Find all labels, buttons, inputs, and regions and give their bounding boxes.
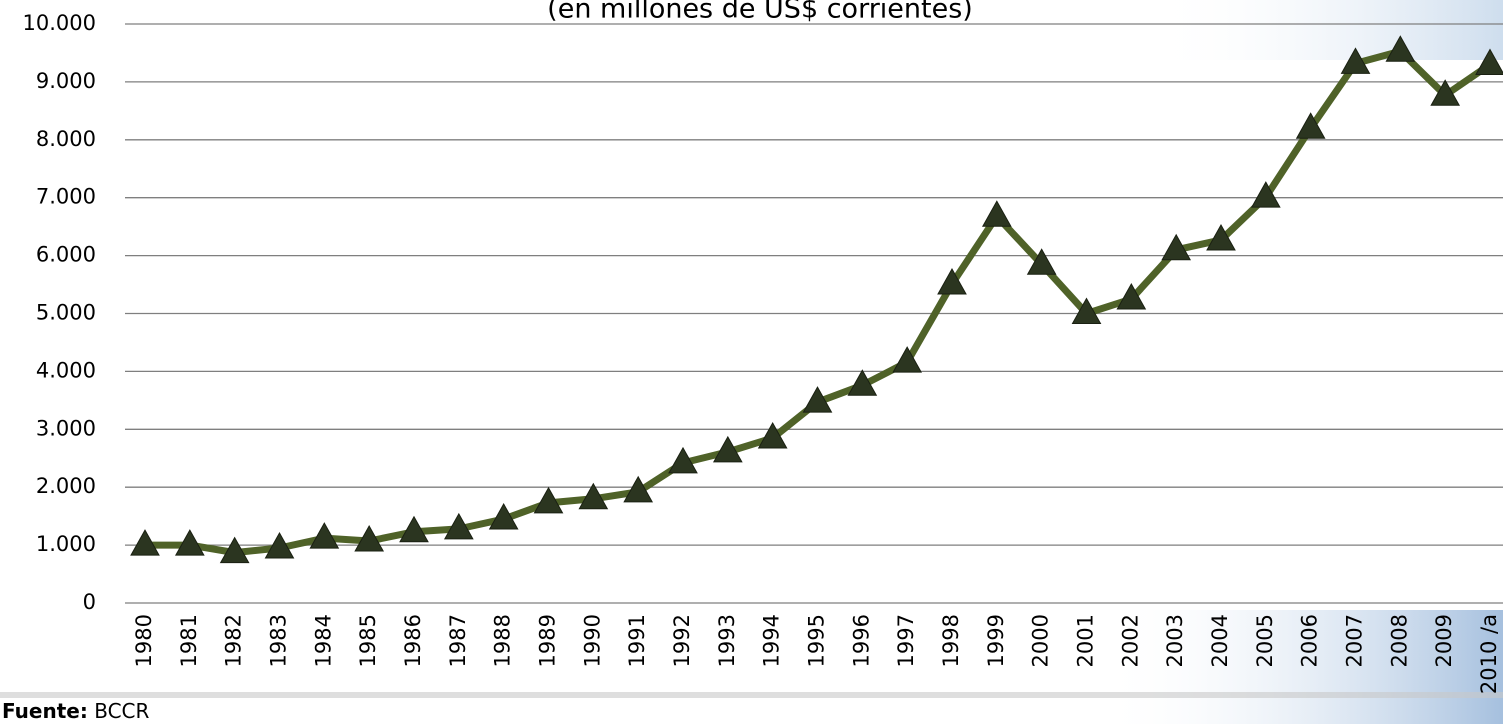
x-tick-label: 1983 — [267, 614, 291, 667]
marker — [1385, 35, 1416, 62]
data-line — [145, 47, 1492, 557]
marker — [892, 346, 923, 373]
x-tick-label: 1994 — [760, 614, 784, 667]
x-tick-label: 1989 — [536, 614, 560, 667]
marker — [130, 529, 160, 556]
marker — [1295, 112, 1326, 139]
marker — [1071, 297, 1102, 324]
marker — [1026, 248, 1057, 275]
y-tick-label: 1.000 — [36, 532, 96, 556]
x-tick-label: 2003 — [1163, 614, 1187, 667]
x-tick-label: 2009 — [1432, 614, 1456, 667]
decor — [1100, 610, 1503, 724]
y-tick-label: 4.000 — [36, 358, 96, 382]
source-text: BCCR — [94, 699, 149, 723]
chart-subtitle: (en millones de US$ corrientes) — [547, 0, 973, 25]
marker — [847, 369, 878, 396]
marker — [1340, 47, 1371, 74]
x-tick-label: 1998 — [939, 614, 963, 667]
x-tick-label: 2005 — [1253, 614, 1277, 667]
x-tick-label: 1985 — [356, 614, 380, 667]
x-tick-label: 2010 /a — [1477, 614, 1501, 694]
x-tick-label: 2006 — [1298, 614, 1322, 667]
x-tick-label: 1988 — [491, 614, 515, 667]
x-tick-label: 1997 — [894, 614, 918, 667]
x-tick-label: 1999 — [984, 614, 1008, 667]
source-label: Fuente: — [2, 699, 88, 723]
x-tick-label: 1980 — [132, 614, 156, 667]
y-tick-label: 9.000 — [36, 69, 96, 93]
marker — [1161, 233, 1192, 261]
marker — [1475, 48, 1503, 76]
x-tick-label: 1991 — [625, 614, 649, 667]
marker — [802, 386, 833, 413]
y-tick-label: 6.000 — [36, 243, 96, 267]
y-tick-label: 2.000 — [36, 474, 96, 498]
x-tick-label: 1982 — [222, 614, 246, 667]
marker — [578, 482, 609, 510]
marker — [174, 529, 205, 556]
marker — [264, 531, 295, 559]
marker — [219, 536, 250, 564]
x-tick-label: 2001 — [1074, 614, 1098, 667]
y-tick-label: 8.000 — [36, 127, 96, 151]
y-tick-label: 0 — [83, 590, 96, 614]
y-tick-label: 7.000 — [36, 185, 96, 209]
marker — [488, 503, 519, 530]
x-tick-label: 2008 — [1387, 614, 1411, 667]
x-tick-label: 1992 — [670, 614, 694, 667]
marker — [309, 522, 340, 549]
x-tick-label: 1981 — [177, 614, 201, 667]
marker — [937, 267, 967, 295]
x-tick-label: 1986 — [401, 614, 425, 667]
footer-rule — [0, 692, 1503, 698]
x-tick-label: 1984 — [311, 614, 335, 667]
marker — [623, 475, 654, 503]
x-tick-label: 1987 — [446, 614, 470, 667]
marker — [533, 486, 564, 514]
marker — [399, 515, 429, 543]
x-tick-label: 2002 — [1118, 614, 1142, 667]
marker — [668, 446, 698, 474]
marker — [443, 512, 474, 540]
marker — [1206, 223, 1236, 251]
x-tick-label: 1995 — [805, 614, 829, 667]
x-tick-label: 1990 — [580, 614, 604, 667]
y-tick-label: 10.000 — [23, 11, 96, 35]
source: Fuente: BCCR — [2, 699, 150, 723]
x-tick-label: 1996 — [849, 614, 873, 667]
y-tick-label: 3.000 — [36, 416, 96, 440]
y-tick-label: 5.000 — [36, 301, 96, 325]
marker — [712, 435, 743, 463]
x-tick-label: 2007 — [1343, 614, 1367, 667]
x-tick-label: 2000 — [1029, 614, 1053, 667]
decor — [1150, 0, 1503, 60]
marker — [1116, 283, 1147, 310]
marker — [354, 525, 385, 552]
marker — [1430, 79, 1461, 106]
marker — [757, 421, 788, 449]
marker — [1250, 181, 1281, 208]
marker — [981, 200, 1012, 227]
x-tick-label: 1993 — [715, 614, 739, 667]
x-tick-label: 2004 — [1208, 614, 1232, 667]
